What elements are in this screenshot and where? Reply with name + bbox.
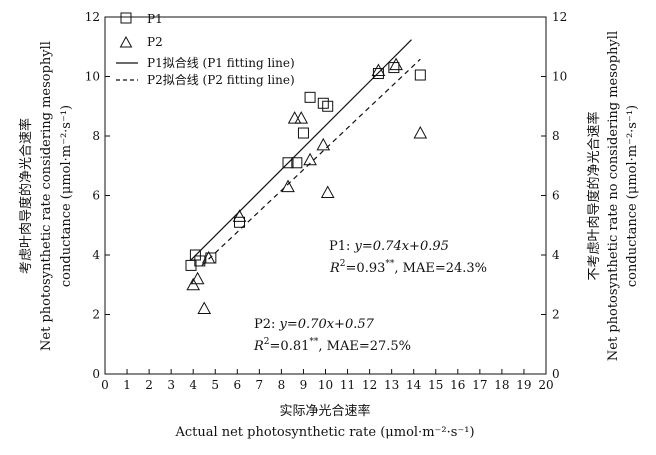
y-right-tick-label: 8 — [552, 129, 560, 143]
p2-eq-prefix: P2: — [254, 317, 280, 332]
p2-point — [316, 137, 331, 151]
p1-r2-exp: 2 — [340, 259, 346, 269]
y-left-title-en1: Net photosynthetic rate considering meso… — [39, 41, 54, 351]
p1-r2-value: =0.93 — [346, 261, 386, 276]
x-axis-title-en: Actual net photosynthetic rate (μmol·m⁻²… — [174, 425, 474, 440]
p2-point — [281, 179, 295, 193]
legend-p1-marker — [120, 12, 132, 24]
p2-stats: R2=0.81**, MAE=27.5% — [253, 337, 411, 354]
x-tick-label: 15 — [428, 378, 443, 392]
p1-point — [317, 97, 329, 109]
legend-p2-line-label: P2拟合线 (P2 fitting line) — [147, 72, 295, 87]
p2-r2-exp: 2 — [264, 337, 270, 347]
p2-point — [287, 111, 302, 124]
p1-r2-letter: R — [329, 261, 340, 276]
p1-fit-line — [190, 39, 412, 261]
legend-p1-line-label: P1拟合线 (P1 fitting line) — [147, 55, 295, 70]
p2-point — [413, 125, 428, 139]
p1-equation: P1: y=0.74x+0.95 — [329, 239, 449, 254]
x-tick-label: 16 — [450, 378, 465, 392]
x-tick-label: 3 — [167, 378, 175, 392]
p1-mae: , MAE=24.3% — [394, 261, 487, 276]
p2-fit-line — [201, 58, 421, 266]
y-left-tick-label: 4 — [92, 248, 100, 262]
p1-point — [189, 249, 201, 261]
y-left-title-en2: conductance (μmol·m⁻²·s⁻¹) — [59, 105, 74, 287]
x-tick-label: 17 — [472, 378, 487, 392]
p2-point — [201, 250, 216, 264]
y-left-tick-label: 6 — [92, 189, 100, 203]
y-right-title-en2: conductance (μmol·m⁻²·s⁻¹) — [625, 105, 640, 287]
y-right-tick-label: 10 — [552, 70, 567, 84]
x-tick-label: 11 — [340, 378, 355, 392]
p1-point — [322, 100, 334, 112]
p1-point — [234, 216, 246, 228]
y-left-tick-label: 12 — [85, 10, 100, 24]
p2-point — [371, 63, 386, 77]
p2-r2-letter: R — [253, 339, 264, 354]
p1-point — [282, 157, 294, 169]
p2-equation: P2: y=0.70x+0.57 — [254, 317, 375, 332]
y-left-tick-label: 8 — [92, 129, 100, 143]
y-right-tick-label: 0 — [552, 367, 560, 381]
p1-point — [297, 127, 309, 139]
p2-eq: y=0.70x+0.57 — [279, 317, 375, 332]
x-tick-label: 20 — [538, 378, 553, 392]
x-tick-label: 8 — [278, 378, 286, 392]
legend-p2-label: P2 — [147, 35, 163, 49]
x-tick-label: 10 — [318, 378, 333, 392]
p2-point — [190, 271, 205, 285]
y-right-tick-label: 12 — [552, 10, 567, 24]
fit-lines — [190, 39, 421, 266]
x-tick-label: 6 — [233, 378, 241, 392]
p1-eq: y=0.74x+0.95 — [354, 239, 449, 254]
p1-r2-sig: ** — [385, 259, 395, 269]
x-tick-label: 14 — [406, 378, 422, 392]
y-right-tick-label: 6 — [552, 189, 560, 203]
y-left-tick-label: 2 — [92, 308, 100, 322]
x-tick-label: 12 — [362, 378, 377, 392]
p1-eq-prefix: P1: — [329, 239, 355, 254]
p1-point — [194, 255, 206, 267]
p1-point — [388, 62, 400, 74]
y-right-tick-label: 4 — [552, 248, 560, 262]
p2-r2-sig: ** — [309, 337, 319, 347]
plot-frame — [104, 16, 547, 375]
x-tick-label: 7 — [256, 378, 264, 392]
p1-stats: R2=0.93**, MAE=24.3% — [329, 259, 487, 276]
x-tick-label: 5 — [211, 378, 219, 392]
y-right-title-cn: 不考虑叶肉导度的净光合速率 — [586, 111, 602, 280]
legend-p2-marker — [119, 35, 133, 48]
y-right-title-en1: Net photosynthetic rate no considering m… — [606, 31, 621, 361]
x-axis-title-cn: 实际净光合速率 — [279, 403, 370, 419]
x-tick-label: 13 — [384, 378, 399, 392]
p2-r2-value: =0.81 — [270, 339, 310, 354]
legend: P1 P2 P1拟合线 (P1 fitting line) P2拟合线 (P2 … — [116, 12, 295, 87]
y-left-tick-label: 10 — [85, 70, 100, 84]
x-tick-label: 19 — [516, 378, 531, 392]
x-tick-label: 18 — [494, 378, 509, 392]
x-tick-label: 1 — [123, 378, 131, 392]
p2-point — [232, 209, 247, 222]
p2-point — [389, 57, 403, 71]
y-right-tick-label: 2 — [552, 308, 560, 322]
p2-point — [303, 152, 317, 166]
x-tick-label: 2 — [145, 378, 153, 392]
data-points — [185, 57, 428, 315]
y-left-tick-label: 0 — [92, 367, 100, 381]
p2-point — [320, 185, 335, 199]
x-tick-label: 0 — [101, 378, 109, 392]
ticks-layer: 0 1 2 3 4 5 6 7 8 9 10 11 12 13 14 15 16 17 18 19 200 02 24 46 6… — [85, 10, 568, 392]
x-tick-label: 4 — [189, 378, 197, 392]
p1-point — [414, 69, 426, 81]
p2-mae: , MAE=27.5% — [318, 339, 411, 354]
p2-point — [197, 301, 212, 315]
p2-point — [294, 111, 309, 124]
y-left-title-cn: 考虑叶肉导度的净光合速率 — [18, 118, 34, 274]
p1-point — [291, 157, 303, 169]
x-tick-label: 9 — [300, 378, 308, 392]
p1-point — [304, 91, 316, 103]
legend-p1-label: P1 — [147, 12, 163, 26]
